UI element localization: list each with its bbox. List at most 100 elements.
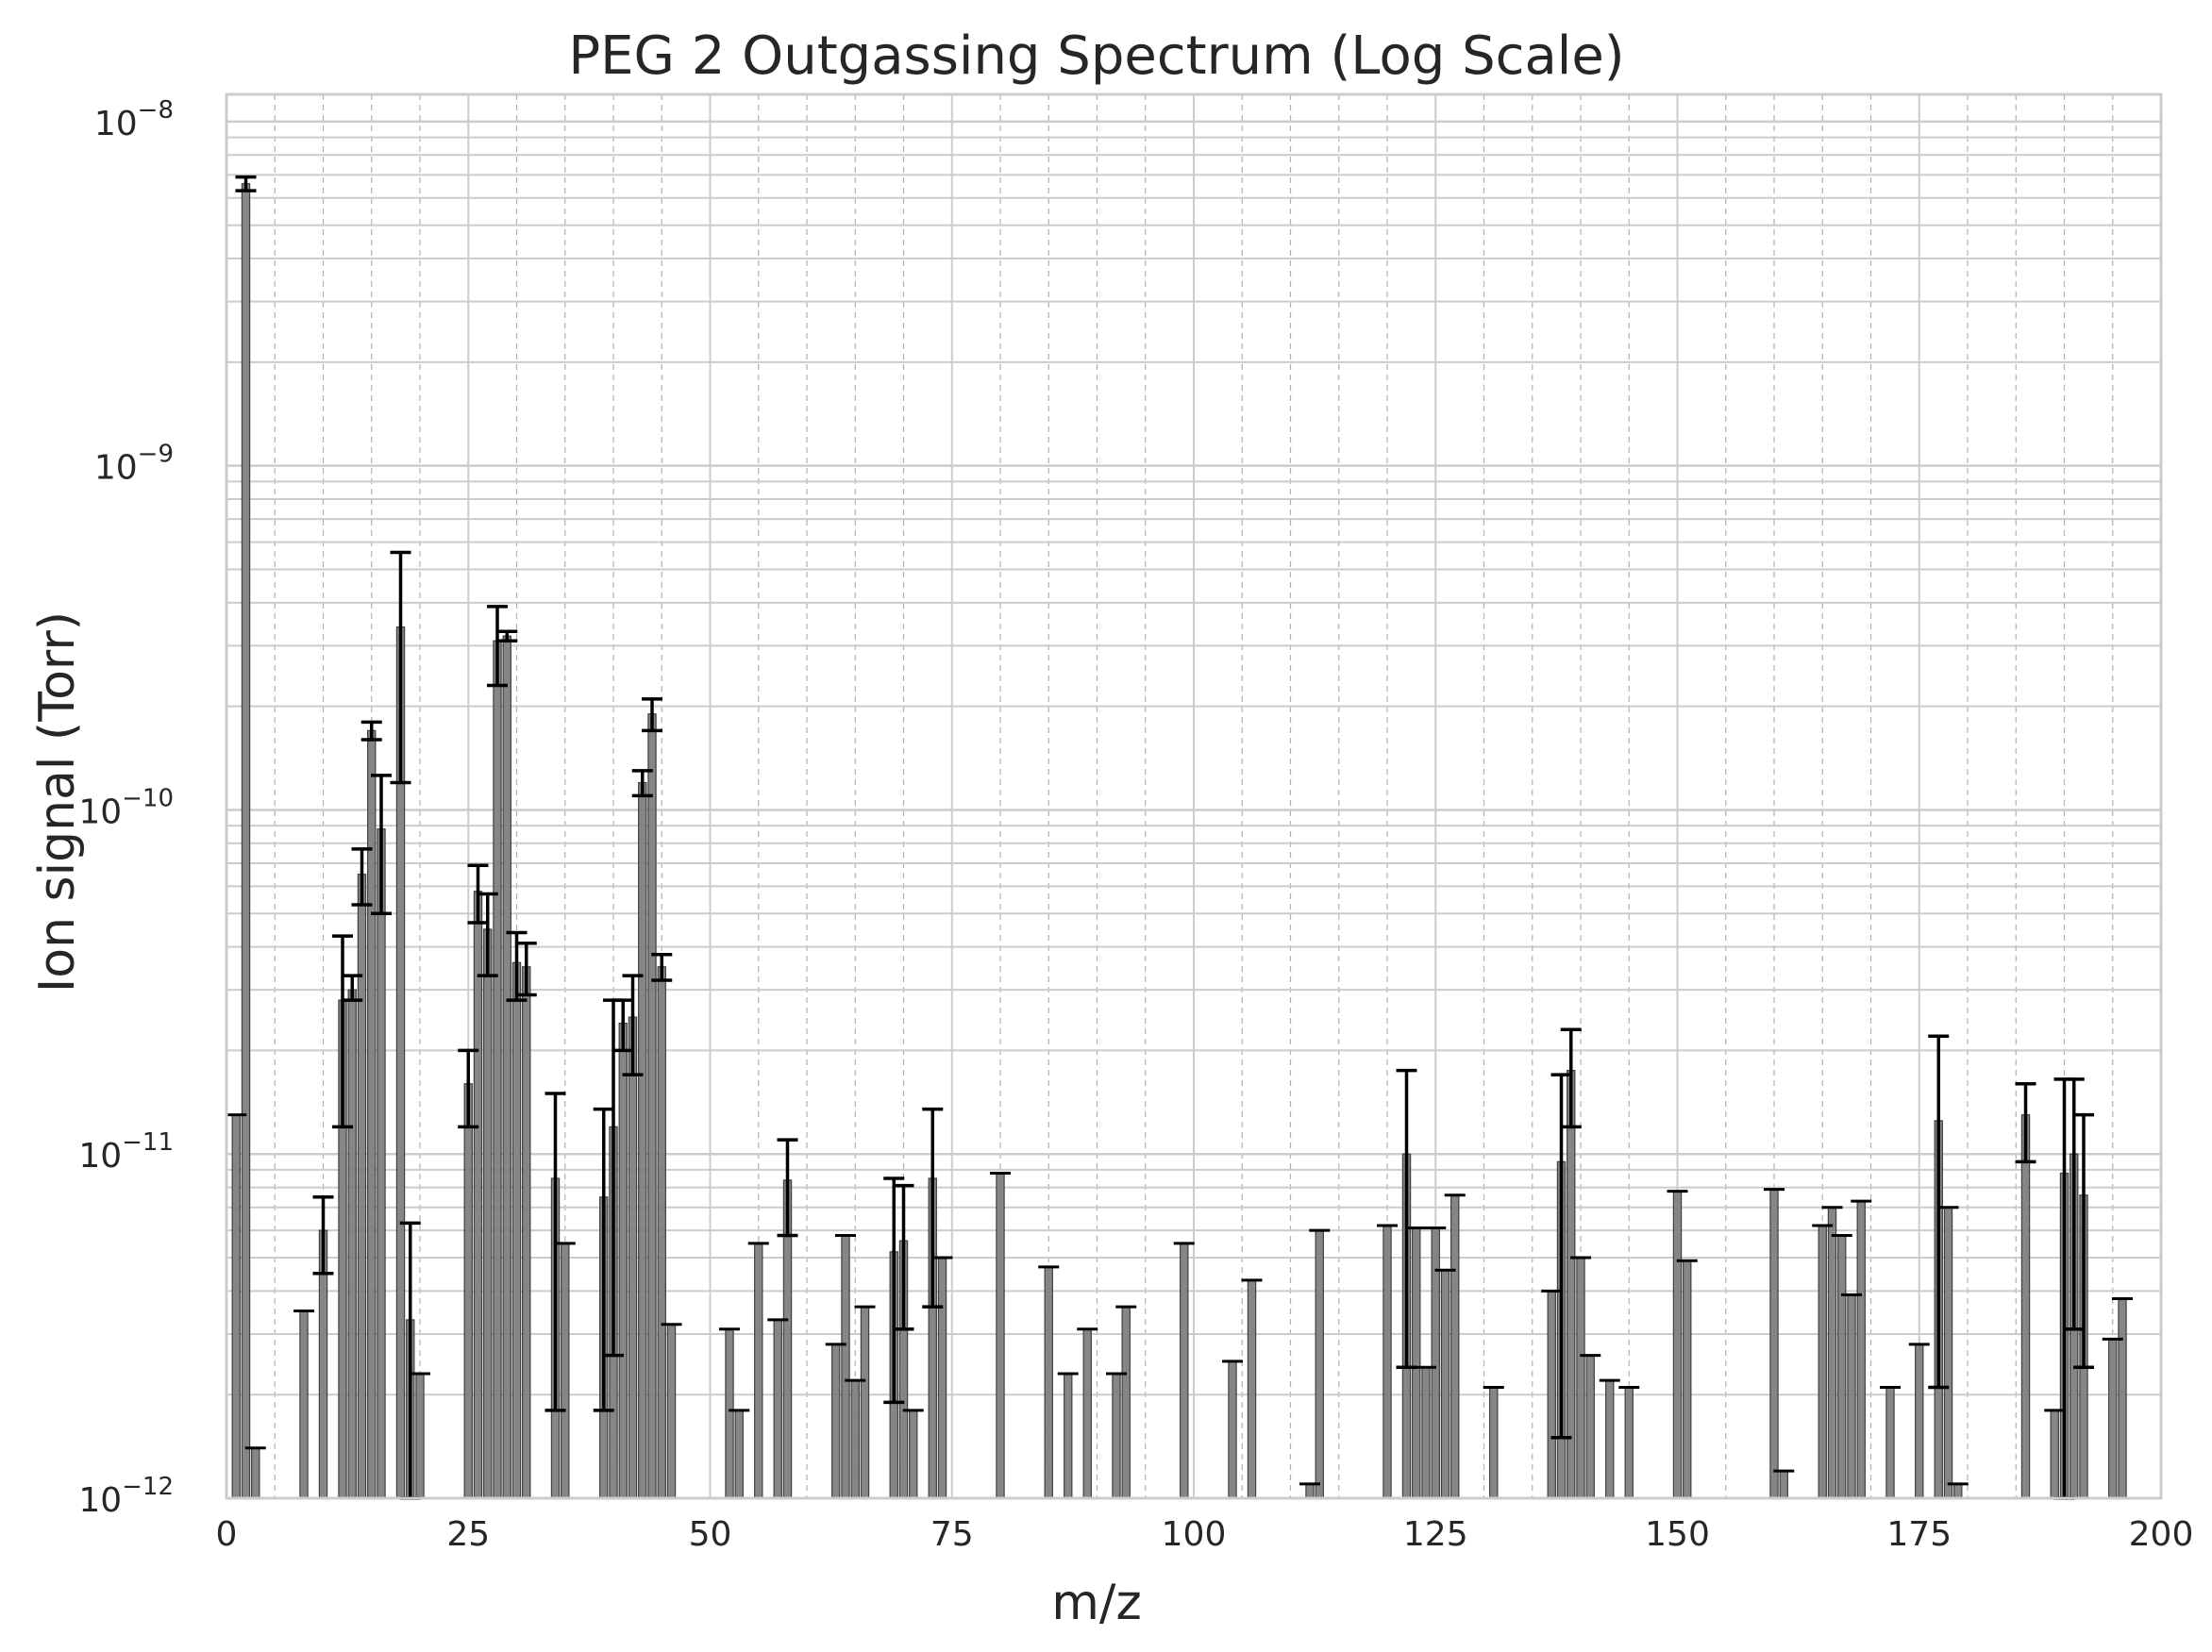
bar [473,891,483,1499]
error-bar [883,1176,905,1405]
error-bar [487,605,508,688]
error-bar [631,769,653,798]
bar [1856,1200,1866,1499]
error-bar [622,974,644,1076]
x-tick-label: 200 [2129,1515,2194,1554]
x-tick-label: 125 [1403,1515,1468,1554]
bar [1827,1207,1837,1499]
bar [1440,1269,1450,1499]
error-bar [1550,1073,1572,1440]
bar [1489,1386,1499,1499]
bar [850,1379,860,1499]
bar [1769,1188,1779,1499]
error-bar [642,697,662,733]
error-bar [2015,1082,2036,1164]
error-bar [235,175,257,192]
error-bar [545,1092,566,1412]
bar [1624,1386,1634,1499]
bar [357,874,367,1499]
bar [1605,1379,1615,1499]
bar [2020,1114,2031,1499]
plot-area [225,92,2163,1500]
y-tick-label: 10−10 [78,784,174,831]
bar [1576,1257,1585,1499]
bar [377,828,386,1499]
error-bar [360,720,382,742]
bar [628,1016,638,1499]
error-bar [1560,1027,1582,1129]
error-bar [922,1107,944,1309]
bar [754,1243,763,1499]
bar [2108,1338,2118,1499]
error-bar [477,892,498,977]
bar [1315,1229,1324,1499]
bar [841,1234,850,1499]
bar [1567,1069,1576,1499]
bar [1683,1260,1692,1499]
x-tick-label: 0 [216,1515,238,1554]
bar [241,183,251,1499]
bar [1180,1243,1189,1499]
x-axis-label: m/z [1051,1575,1141,1631]
error-bar [371,774,392,916]
bar [1228,1360,1237,1499]
bar [1837,1234,1847,1499]
bar [1585,1355,1595,1499]
error-bar [2073,1112,2094,1370]
y-tick-label: 10−9 [94,441,174,488]
bar [522,966,531,1499]
chart-title: PEG 2 Outgassing Spectrum (Log Scale) [568,25,1624,87]
bar [1382,1225,1392,1499]
x-tick-label: 50 [689,1515,732,1554]
bar [909,1410,918,1499]
bar [1082,1328,1092,1499]
x-axis-ticks: 0 25 50 75 100 125 150 175 200 [216,1515,2194,1554]
error-bar [390,550,411,785]
y-tick-label: 10−8 [94,96,174,143]
bar [493,640,502,1499]
bar [1247,1279,1257,1499]
bar [251,1447,260,1499]
x-tick-label: 100 [1162,1515,1227,1554]
error-bar [332,934,353,1129]
bar [1672,1190,1683,1499]
bar [502,635,511,1499]
bar [996,1172,1005,1499]
error-bar [651,952,673,982]
bar [1421,1366,1431,1499]
x-tick-label: 75 [930,1515,974,1554]
bar [1450,1194,1460,1499]
bar [734,1410,744,1499]
y-tick-label: 10−11 [78,1128,174,1176]
error-bar [2063,1077,2085,1331]
bars [231,183,2127,1499]
bar [1305,1483,1315,1499]
error-bar [458,1048,479,1129]
bar [1064,1373,1073,1499]
error-bar [893,1183,914,1331]
bar [618,1022,628,1499]
bar [647,713,657,1499]
bar [415,1373,425,1499]
bar [1044,1266,1053,1499]
bar [725,1328,734,1499]
x-tick-label: 150 [1645,1515,1710,1554]
bar [1779,1470,1788,1499]
error-bar [351,847,373,907]
error-bar [342,974,363,1002]
bar [299,1310,309,1499]
y-tick-label: 10−12 [78,1473,174,1520]
error-bar [312,1195,334,1276]
bar [1431,1226,1440,1499]
bar [657,966,666,1499]
error-bar [1396,1068,1417,1370]
bar [831,1343,841,1499]
bar [1915,1343,1924,1499]
bar [1818,1225,1827,1499]
bar [347,989,357,1499]
bar [666,1324,677,1499]
bar [638,781,647,1499]
bar [860,1306,870,1499]
x-tick-label: 25 [446,1515,490,1554]
